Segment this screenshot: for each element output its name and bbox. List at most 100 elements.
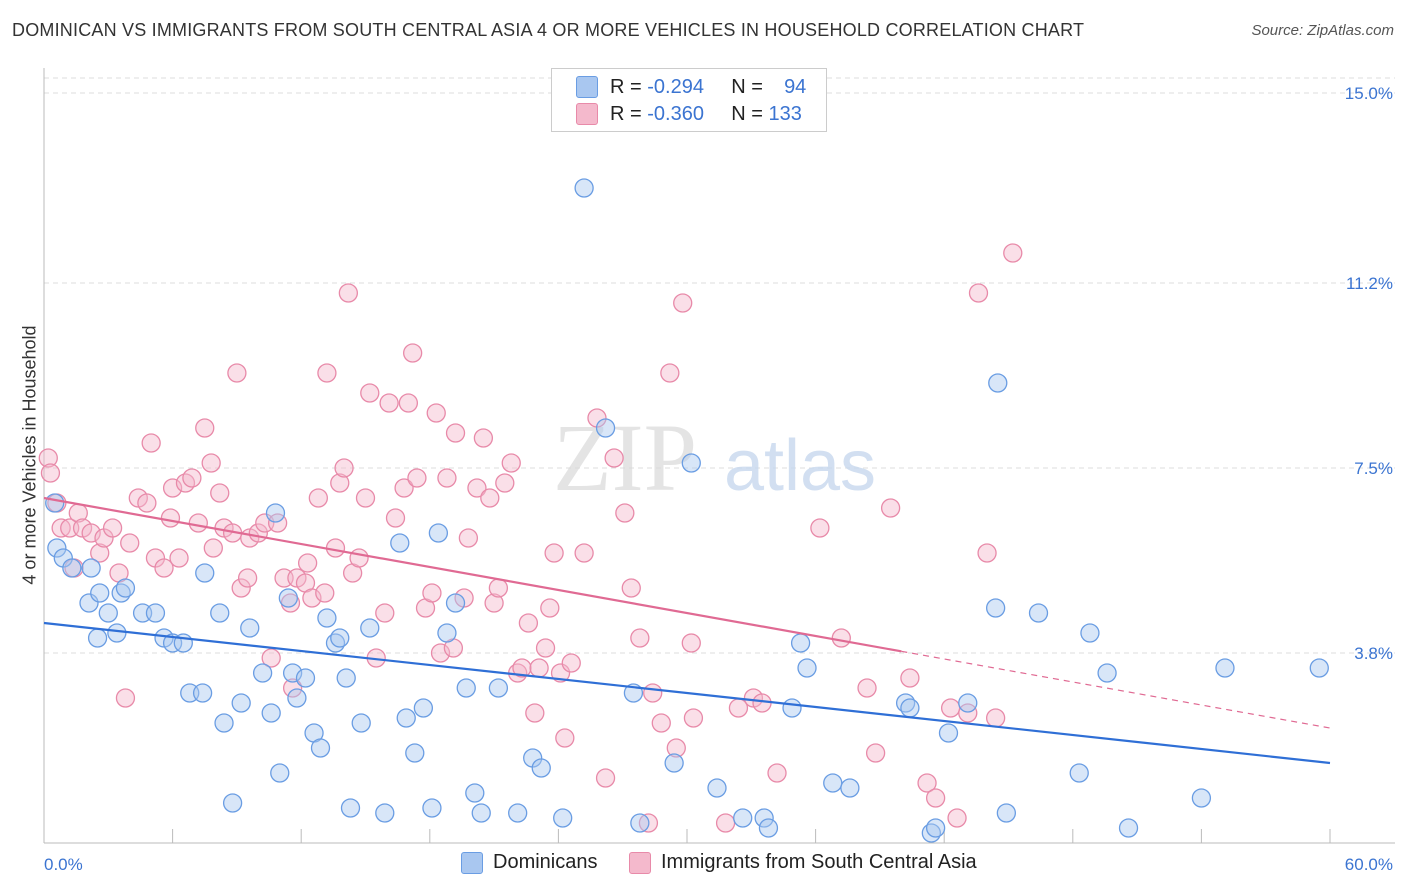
south-central-asia-point [385, 508, 406, 528]
dominican-point [351, 713, 371, 733]
trend-lines [43, 496, 1331, 765]
dominican-point [317, 608, 337, 628]
south-central-asia-point [334, 458, 354, 478]
dominican-point [488, 678, 509, 698]
south-central-asia-point [394, 478, 414, 498]
dominican-point [797, 658, 817, 678]
south-central-asia-point [210, 483, 230, 503]
south-central-asia-point [501, 453, 521, 473]
south-central-asia-trendline [43, 496, 902, 653]
dominican-point [252, 663, 273, 683]
south-central-asia-point [473, 428, 494, 448]
dominican-point [925, 818, 946, 838]
watermark-zip: ZIP [553, 404, 697, 511]
dominican-point [390, 533, 410, 553]
south-central-asia-point [940, 698, 961, 718]
south-central-asia-point [203, 538, 223, 558]
south-central-asia-point [643, 683, 663, 703]
dominican-point [278, 588, 298, 608]
grid-lines [44, 77, 1395, 654]
y-tick-label: 11.2% [1346, 274, 1393, 293]
south-central-asia-point [651, 713, 671, 733]
dominican-point [988, 373, 1008, 393]
south-central-asia-point [681, 633, 701, 653]
series-legend-south-central-asia: Immigrants from South Central Asia [629, 851, 977, 874]
south-central-asia-point [261, 648, 281, 668]
dominican-point [195, 563, 215, 583]
south-central-asia-point [495, 473, 515, 493]
dominican-point [465, 783, 485, 803]
chart-title: DOMINICAN VS IMMIGRANTS FROM SOUTH CENTR… [12, 20, 1085, 40]
dominican-point [630, 813, 650, 833]
south-central-asia-point [574, 543, 594, 563]
south-central-asia-point [467, 478, 487, 498]
dominican-point [1191, 788, 1212, 808]
south-central-asia-point [315, 583, 335, 603]
x-tick-label-min: 0.0% [44, 855, 83, 874]
south-central-asia-point [355, 488, 376, 508]
south-central-asia-point [604, 448, 624, 468]
south-central-asia-point [40, 463, 61, 483]
dominican-point [47, 538, 67, 558]
dominican-point [707, 778, 727, 798]
south-central-asia-point [595, 768, 616, 788]
dominican-point [823, 773, 843, 793]
dominican-point [985, 598, 1006, 618]
dominican-point [413, 698, 434, 718]
series-legend-dominicans: Dominicans [461, 851, 597, 874]
dominican-point [375, 803, 395, 823]
dominicans-trendline [43, 621, 1331, 765]
south-central-asia-point [621, 578, 641, 598]
y-tick-label: 3.8% [1354, 644, 1393, 663]
south-central-asia-point [338, 283, 359, 303]
dominican-point [214, 713, 234, 733]
south-central-asia-point [767, 763, 787, 783]
south-central-asia-point [349, 548, 369, 568]
tick-labels: 3.8% 7.5% 11.2% 15.0% 0.0% 60.0% [44, 84, 1393, 874]
south-central-asia-point [102, 518, 123, 538]
dominican-point [754, 808, 774, 828]
dominican-point [840, 778, 860, 798]
legend-n-label: N = [731, 75, 763, 98]
south-central-asia-point [282, 678, 303, 698]
dominican-point [574, 178, 594, 198]
dominican-point [445, 593, 466, 613]
legend-r-label: R = [610, 75, 642, 98]
south-central-asia-point [330, 473, 350, 493]
dominican-point [664, 753, 684, 773]
south-central-asia-point [958, 703, 978, 723]
dominican-point [222, 793, 243, 813]
south-central-asia-point [458, 528, 479, 548]
south-central-asia-point [968, 283, 989, 303]
dominican-point [595, 418, 616, 438]
south-central-asia-point [175, 473, 196, 493]
south-central-asia-point [227, 363, 247, 383]
south-central-asia-point [188, 513, 208, 533]
dominican-point [90, 583, 110, 603]
dominican-point [758, 818, 779, 838]
legend-r-value: -0.294 [647, 75, 704, 98]
south-central-asia-point [426, 403, 446, 423]
south-central-asia-point [120, 533, 140, 553]
dominican-point [192, 683, 213, 703]
dominican-point [265, 503, 286, 523]
dominican-point [310, 738, 331, 758]
south-central-asia-point [437, 468, 457, 488]
south-central-asia-point [297, 553, 318, 573]
south-central-asia-point [403, 343, 423, 363]
south-central-asia-point [195, 418, 215, 438]
south-central-asia-point [857, 678, 877, 698]
legend-swatch-blue [576, 76, 598, 98]
south-central-asia-point [630, 628, 650, 648]
dominican-point [1097, 663, 1117, 683]
dominican-point [1215, 658, 1235, 678]
south-central-asia-point [666, 738, 686, 758]
dominican-point [938, 723, 959, 743]
dominican-point [456, 678, 476, 698]
south-central-asia-point [182, 468, 202, 488]
dominican-point [115, 578, 136, 598]
south-central-asia-point [917, 773, 937, 793]
dominican-point [553, 808, 573, 828]
dominican-point [1118, 818, 1139, 838]
